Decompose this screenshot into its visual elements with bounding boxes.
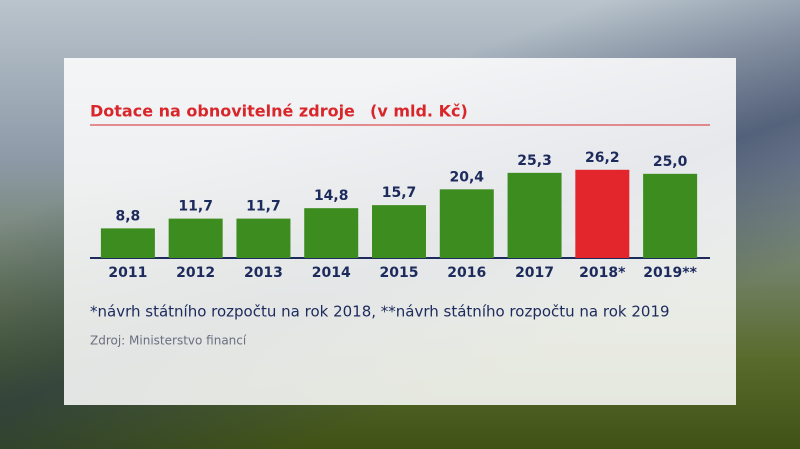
- bar: [304, 208, 359, 258]
- x-tick-label: 2011: [108, 265, 147, 281]
- value-label: 11,7: [246, 199, 281, 215]
- bar: [507, 172, 562, 258]
- x-tick-label: 2018*: [579, 265, 626, 281]
- x-tick-label: 2012: [176, 265, 215, 281]
- x-tick-label: 2016: [447, 265, 486, 281]
- bar: [372, 205, 426, 258]
- bar: [236, 218, 291, 258]
- value-label: 25,3: [517, 153, 552, 169]
- bar: [168, 218, 223, 258]
- source: Zdroj: Ministerstvo financí: [90, 334, 247, 348]
- value-label: 26,2: [585, 150, 620, 166]
- chart-title: Dotace na obnovitelné zdroje: [90, 102, 355, 121]
- value-label: 25,0: [653, 154, 688, 170]
- bar: [575, 169, 630, 258]
- bar: [643, 173, 698, 258]
- footnote: *návrh státního rozpočtu na rok 2018, **…: [90, 303, 670, 321]
- x-tick-label: 2014: [312, 265, 351, 281]
- bar: [439, 189, 494, 258]
- bar: [100, 228, 155, 258]
- x-tick-label: 2015: [380, 265, 419, 281]
- value-label: 14,8: [314, 188, 349, 204]
- chart-subtitle: (v mld. Kč): [370, 102, 468, 121]
- value-label: 20,4: [450, 169, 485, 185]
- x-tick-label: 2013: [244, 265, 283, 281]
- value-label: 8,8: [115, 208, 140, 224]
- value-label: 11,7: [178, 199, 213, 215]
- value-label: 15,7: [382, 185, 417, 201]
- x-tick-label: 2019**: [643, 265, 697, 281]
- x-tick-label: 2017: [515, 265, 554, 281]
